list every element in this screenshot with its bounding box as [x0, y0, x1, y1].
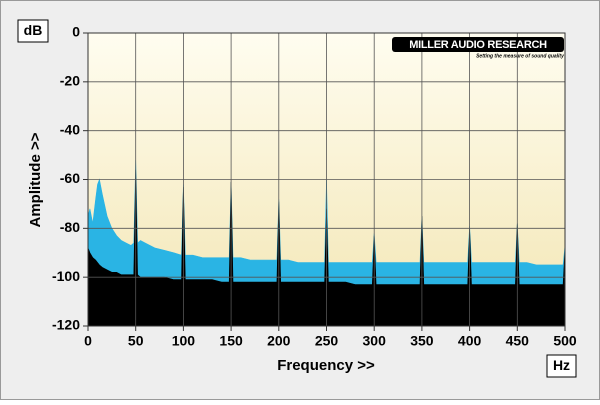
- x-unit: Hz: [553, 357, 570, 373]
- x-unit-box: [546, 354, 577, 378]
- y-tick-label: -120: [52, 317, 80, 333]
- logo-title: MILLER AUDIO RESEARCH: [409, 39, 547, 51]
- x-tick-label: 300: [363, 333, 387, 349]
- y-unit: dB: [24, 22, 43, 38]
- y-tick-label: 0: [72, 24, 80, 40]
- y-tick-label: -40: [60, 121, 80, 137]
- x-tick-label: 150: [219, 333, 243, 349]
- y-tick-label: -20: [60, 73, 80, 89]
- y-tick-label: -80: [60, 219, 80, 235]
- x-tick-label: 0: [84, 333, 92, 349]
- x-tick-label: 200: [267, 333, 291, 349]
- x-tick-label: 100: [172, 333, 196, 349]
- x-axis-label: Frequency >>: [277, 357, 375, 374]
- y-tick-label: -100: [52, 268, 80, 284]
- x-tick-label: 250: [315, 333, 339, 349]
- x-tick-label: 450: [506, 333, 530, 349]
- x-tick-label: 50: [128, 333, 144, 349]
- x-tick-label: 500: [553, 333, 577, 349]
- x-tick-label: 350: [410, 333, 434, 349]
- logo-tagline: Setting the measure of sound quality: [476, 53, 564, 59]
- y-tick-label: -60: [60, 170, 80, 186]
- y-axis-label: Amplitude >>: [27, 132, 44, 227]
- y-unit-box: [17, 19, 49, 43]
- logo-box: [392, 37, 564, 52]
- plot-border: [87, 32, 566, 327]
- x-tick-label: 400: [458, 333, 482, 349]
